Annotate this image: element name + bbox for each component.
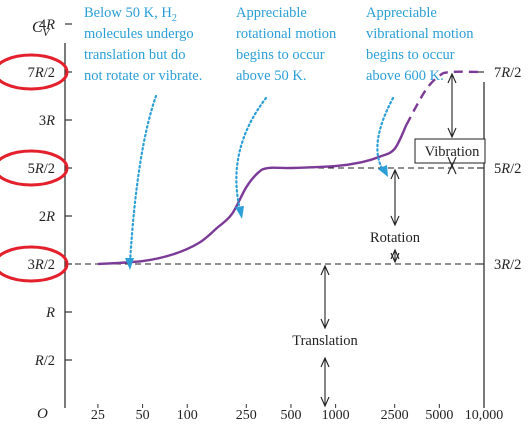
x-tick-label-2: 50 [136,408,150,423]
annotation-rotation: Appreciable rotational motion begins to … [236,3,336,87]
annotation-arrow-rotation-head [235,206,244,219]
origin-label: O [37,406,48,422]
x-tick-label-5: 500 [280,408,301,423]
annotation-translation-line-4: not rotate or vibrate. [84,68,203,84]
rotation-arrow-lower-head-down [390,252,400,264]
highlight-circle-5 [0,149,69,187]
annotation-translation-line-1: Below 50 K, H2 [84,5,177,24]
curve-series [97,70,485,266]
curve-solid [97,124,408,266]
region-label-rotation: Rotation [370,230,421,246]
reference-lines [65,167,484,265]
annotation-rotation-line-2: rotational motion [236,26,337,42]
annotation-rotation-line-1: Appreciable [236,5,307,21]
translation-arrow-lower-head-up [320,356,330,368]
annotation-translation-line-2: molecules undergo [84,26,194,42]
annotation-rotation-line-3: begins to occur [236,47,325,63]
annotation-arrow-vibration-path [376,96,395,172]
y-tick-label-left-8: 4R [39,17,55,33]
rotation-arrow-upper-head-down [390,215,400,227]
region-label-translation: Translation [292,333,358,349]
x-tick-label-3: 100 [177,408,198,423]
x-tick-label-9: 10,000 [465,408,504,423]
vibration-arrow-lower-head-down [447,156,457,168]
region-arrows: Translation Rotation Vibration [292,72,486,408]
y-tick-label-right-2: 5R/2 [494,161,521,177]
annotation-vibration-line-4: above 600 K. [366,68,444,84]
annotation-vibration-line-2: vibrational motion [366,26,474,42]
y-tick-label-left-2: R [45,305,55,321]
x-tick-label-8: 5000 [425,408,453,423]
translation-arrow-upper-head-down [320,318,330,330]
y-tick-label-left-3: 3R/2 [28,257,55,273]
y-tick-label-left-6: 3R [39,113,55,129]
x-tick-label-4: 250 [236,408,257,423]
tick-labels: R/2 R 3R/2 2R 5R/2 3R 7R/2 4R 3R/2 5R/2 7R/2 25 50 10… [28,17,522,423]
axes: CV O [32,19,485,422]
annotation-arrow-translation-head [125,258,134,270]
annotation-arrows [125,94,395,270]
vibration-arrow-upper-head-down [447,127,457,139]
annotation-rotation-line-4: above 50 K. [236,68,307,84]
curve-dashed [405,70,485,126]
vibration-label-box [414,138,486,164]
annotation-translation: Below 50 K, H2 molecules undergo transla… [84,3,202,87]
annotation-arrow-translation-path [128,94,158,264]
y-tick-label-left-1: R/2 [34,353,55,369]
highlight-circles [0,53,69,283]
y-tick-label-left-7: 7R/2 [28,65,55,81]
x-tick-label-7: 2500 [381,408,409,423]
translation-arrow-lower-head-down [320,396,330,408]
y-tick-label-right-1: 3R/2 [494,257,521,273]
y-tick-label-left-5: 5R/2 [28,161,55,177]
vibration-arrow-upper-head-up [447,72,457,84]
annotation-vibration: Appreciable vibrational motion begins to… [366,3,474,87]
annotation-translation-line-3: translation but do [84,47,186,63]
x-tick-label-6: 1000 [322,408,350,423]
highlight-circle-3 [0,245,69,283]
rotation-arrow-upper-head-up [390,168,400,180]
x-tick-label-1: 25 [91,408,105,423]
annotation-arrow-rotation-path [235,96,268,212]
annotation-vibration-line-3: begins to occur [366,47,455,63]
annotation-arrow-vibration-head [378,165,388,177]
region-label-vibration: Vibration [425,144,480,160]
y-tick-label-right-3: 7R/2 [494,65,521,81]
y-tick-label-left-4: 2R [39,209,55,225]
annotation-vibration-line-1: Appreciable [366,5,437,21]
highlight-circle-7 [0,53,69,91]
translation-arrow-upper-head-up [320,264,330,276]
